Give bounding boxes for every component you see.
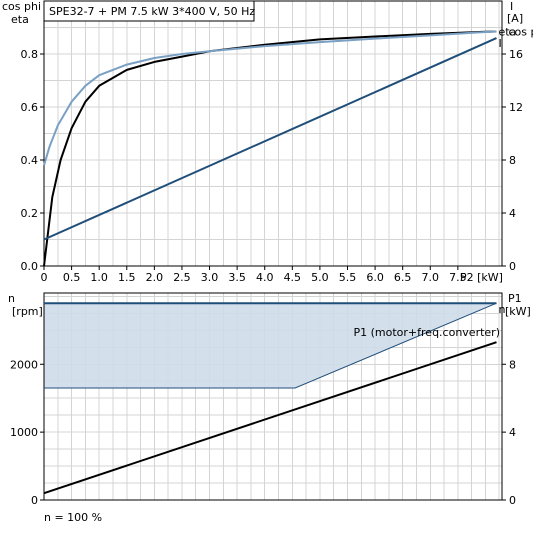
left-axis-label-1: cos phi	[2, 0, 41, 13]
bottom-right-tick-labels: 0 4 8	[502, 358, 516, 507]
left-tick-label: 0.8	[21, 48, 39, 61]
right-tick-label: 12	[509, 101, 523, 114]
x-axis-label: P2 [kW]	[460, 271, 503, 284]
left-tick-label: 0.6	[21, 101, 39, 114]
right-tick-label: 8	[509, 358, 516, 371]
efficiency-panel: SPE32-7 + PM 7.5 kW 3*400 V, 50 Hz 0 0.5 1…	[2, 0, 533, 284]
x-tick-label: 6.5	[394, 271, 412, 284]
x-tick-label: 2.0	[146, 271, 164, 284]
series-label-eta: eta	[498, 25, 516, 38]
left-tick-label: 0	[31, 494, 38, 507]
left-tick-label: 0.0	[21, 260, 39, 273]
top-panel-frame	[43, 0, 503, 267]
x-tick-label: 1.0	[90, 271, 108, 284]
x-tick-label: 5.0	[311, 271, 329, 284]
series-n-min-line	[44, 302, 497, 389]
series-P1-line	[43, 341, 497, 495]
bottom-left-axis-label-1: n	[8, 292, 15, 305]
series-label-current: I	[498, 37, 501, 50]
x-tick-label: 7.0	[422, 271, 440, 284]
right-tick-label: 0	[509, 494, 516, 507]
title-box	[43, 0, 255, 22]
series-I-line	[43, 37, 497, 241]
series-label-cos-phi: cos phi	[508, 25, 533, 38]
bottom-left-tick-labels: 0 1000 2000	[10, 358, 44, 507]
x-tick-label: 4.0	[256, 271, 274, 284]
x-tick-label: 1.5	[118, 271, 136, 284]
bottom-right-axis-label-1: P1	[508, 292, 522, 305]
speed-band-area	[44, 303, 497, 389]
bottom-series	[43, 302, 497, 495]
top-series	[43, 30, 497, 267]
right-tick-labels: 0 4 8 12 16	[502, 48, 523, 273]
speed-note: n = 100 %	[44, 511, 102, 524]
left-tick-label: 2000	[10, 358, 38, 371]
right-tick-label: 4	[509, 207, 516, 220]
right-tick-label: 0	[509, 260, 516, 273]
bottom-right-axis-label-2: [kW]	[505, 305, 531, 318]
right-tick-label: 4	[509, 426, 516, 439]
left-tick-labels: 0.0 0.2 0.4 0.6 0.8	[21, 48, 44, 273]
top-grid	[44, 1, 502, 266]
x-tick-label: 0.5	[63, 271, 81, 284]
left-tick-label: 0.2	[21, 207, 39, 220]
series-cos-phi-line	[43, 30, 497, 166]
x-tick-label: 6.0	[366, 271, 384, 284]
left-tick-label: 0.4	[21, 154, 39, 167]
speed-power-panel: 0 1000 2000 0 4 8 n [rpm] P1 [kW] n P1 (motor…	[8, 292, 531, 524]
x-tick-label: 3.0	[201, 271, 219, 284]
x-tick-label: 7.5	[449, 271, 467, 284]
x-tick-label: 3.5	[228, 271, 246, 284]
left-tick-label: 1000	[10, 426, 38, 439]
right-axis-label-1: I	[510, 0, 513, 13]
right-tick-label: 8	[509, 154, 516, 167]
right-tick-label: 16	[509, 48, 523, 61]
chart-title: SPE32-7 + PM 7.5 kW 3*400 V, 50 Hz	[49, 5, 255, 18]
x-tick-labels: 0 0.5 1.0 1.5 2.0 2.5 3.0 3.5 4.0 4.5 5.0 5.5 6.0 6.5…	[41, 266, 467, 284]
series-eta-line	[43, 30, 497, 267]
x-tick-label: 5.5	[339, 271, 357, 284]
left-axis-label-2: eta	[11, 13, 29, 26]
x-tick-label: 4.5	[284, 271, 302, 284]
series-label-power: P1 (motor+freq.converter)	[354, 326, 501, 339]
bottom-panel-frame	[43, 292, 503, 501]
bottom-series-labels: n P1 (motor+freq.converter)	[354, 303, 506, 339]
x-tick-label: 2.5	[173, 271, 191, 284]
right-axis-label-2: [A]	[507, 12, 523, 25]
x-tick-label: 0	[41, 271, 48, 284]
series-label-speed: n	[498, 303, 505, 316]
bottom-left-axis-label-2: [rpm]	[12, 305, 43, 318]
